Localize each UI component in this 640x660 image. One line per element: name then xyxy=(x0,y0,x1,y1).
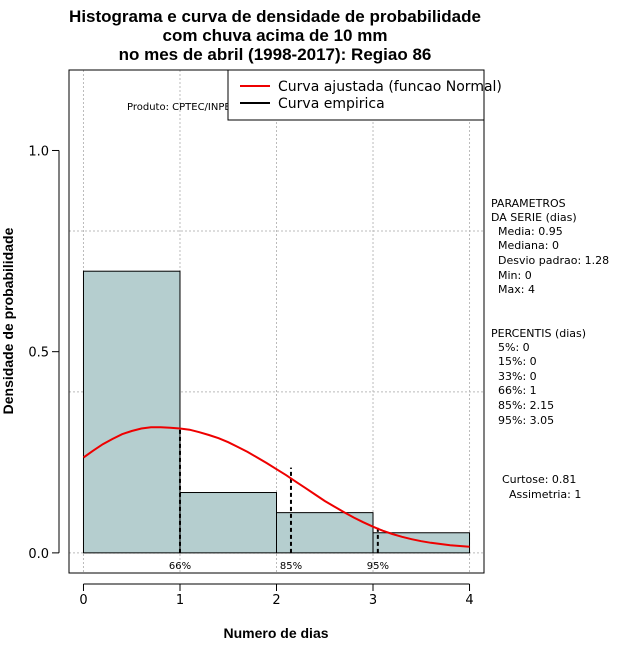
chart-title-line-1: Histograma e curva de densidade de proba… xyxy=(69,7,481,26)
shape-statistics: Curtose: 0.81 Assimetria: 1 xyxy=(502,473,581,501)
parameter-median: Mediana: 0 xyxy=(498,239,559,252)
parameters-heading-2: DA SERIE (dias) xyxy=(491,211,577,224)
percentile-33: 33%: 0 xyxy=(498,370,537,383)
percentile-marker-label: 66% xyxy=(169,561,191,572)
legend-label-fitted: Curva ajustada (funcao Normal) xyxy=(278,79,502,95)
percentile-5: 5%: 0 xyxy=(498,341,530,354)
x-tick-label: 3 xyxy=(369,593,377,608)
percentiles-panel: PERCENTIS (dias) 5%: 0 15%: 0 33%: 0 66%… xyxy=(491,327,586,427)
parameter-max: Max: 4 xyxy=(498,283,535,296)
x-tick-label: 1 xyxy=(176,593,184,608)
histogram-bar xyxy=(82,270,181,554)
x-axis-label: Numero de dias xyxy=(223,625,328,641)
y-tick-label: 1.0 xyxy=(28,144,49,159)
percentile-85: 85%: 2.15 xyxy=(498,399,554,412)
legend: Curva ajustada (funcao Normal) Curva emp… xyxy=(227,69,502,121)
parameter-stddev: Desvio padrao: 1.28 xyxy=(498,254,609,267)
x-axis: 0 1 2 3 4 xyxy=(79,583,474,608)
kurtosis-value: Curtose: 0.81 xyxy=(502,473,576,486)
y-axis-label: Densidade de probabilidade xyxy=(0,227,16,414)
skewness-value: Assimetria: 1 xyxy=(509,488,581,501)
parameter-min: Min: 0 xyxy=(498,269,532,282)
histogram-bar xyxy=(179,492,277,554)
y-tick-label: 0.0 xyxy=(28,547,49,562)
percentile-15: 15%: 0 xyxy=(498,355,537,368)
percentile-marker-label: 95% xyxy=(367,561,389,572)
chart-title-line-2: com chuva acima de 10 mm xyxy=(163,26,388,45)
chart-title: Histograma e curva de densidade de proba… xyxy=(69,7,481,64)
parameter-mean: Media: 0.95 xyxy=(498,225,563,238)
percentile-marker-label: 85% xyxy=(280,561,302,572)
percentile-66: 66%: 1 xyxy=(498,384,537,397)
histogram-bar xyxy=(276,512,374,554)
percentiles-heading: PERCENTIS (dias) xyxy=(491,327,586,340)
legend-label-empirical: Curva empirica xyxy=(278,96,385,112)
histogram-bar xyxy=(372,532,471,554)
percentile-95: 95%: 3.05 xyxy=(498,414,554,427)
series-parameters: PARAMETROS DA SERIE (dias) Media: 0.95 M… xyxy=(491,197,609,296)
x-tick-label: 4 xyxy=(465,593,473,608)
parameters-heading-1: PARAMETROS xyxy=(491,197,566,210)
chart-title-line-3: no mes de abril (1998-2017): Regiao 86 xyxy=(119,45,432,64)
x-tick-label: 0 xyxy=(79,593,87,608)
histogram-bars xyxy=(82,270,471,554)
fitted-normal-curve xyxy=(82,426,470,548)
x-tick-label: 2 xyxy=(272,593,280,608)
y-tick-label: 0.5 xyxy=(28,346,49,361)
legend-box xyxy=(227,69,485,121)
percentile-markers: 66% 85% 95% xyxy=(169,427,389,572)
y-axis: 0.0 0.5 1.0 xyxy=(28,144,60,562)
product-note: Produto: CPTEC/INPE xyxy=(127,102,231,113)
